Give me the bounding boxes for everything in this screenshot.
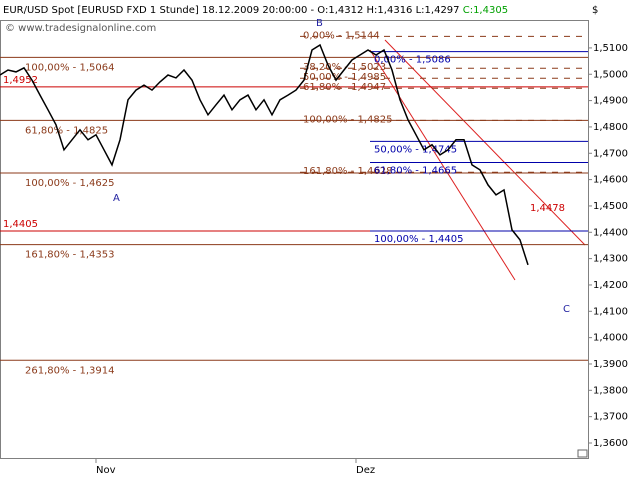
y-tick-label: 1,4900 [593,96,628,107]
annotation: 1,4478 [530,203,565,214]
x-tick-label: Nov [96,465,116,476]
price-line [0,43,529,266]
level-label: 1,4952 [3,75,38,86]
y-tick-label: 1,3700 [593,412,628,423]
level-label: 100,00% - 1,5064 [25,62,114,73]
level-label: 100,00% - 1,4405 [374,234,463,245]
channel-line [384,39,586,246]
level-label: 0,00% - 1,5144 [303,30,380,41]
level-label: 100,00% - 1,4825 [303,114,392,125]
level-label: 1,4405 [3,219,38,230]
annotation: C [563,304,570,315]
watermark: © www.tradesignalonline.com [5,23,156,34]
annotation: B [316,18,323,29]
header-text: EUR/USD Spot [EURUSD FXD 1 Stunde] 18.12… [3,5,463,16]
y-tick-label: 1,5100 [593,43,628,54]
corner-icon [577,449,588,458]
y-tick-label: 1,4100 [593,306,628,317]
x-tick-label: Dez [356,465,375,476]
level-label: 161,80% - 1,4628 [303,166,392,177]
y-tick-label: 1,4800 [593,122,628,133]
y-tick-label: 1,3900 [593,359,628,370]
level-label: 100,00% - 1,4625 [25,178,114,189]
level-label: 261,80% - 1,3914 [25,365,114,376]
y-tick-label: 1,4000 [593,333,628,344]
plot-frame [0,20,589,459]
y-tick-label: 1,4500 [593,201,628,212]
y-tick-label: 1,4400 [593,227,628,238]
level-label: 61,80% - 1,4825 [25,125,108,136]
y-axis-label: $ [592,5,598,16]
y-tick-label: 1,3800 [593,385,628,396]
y-tick-label: 1,3600 [593,438,628,449]
y-tick-label: 1,4700 [593,148,628,159]
level-label: 50,00% - 1,4745 [374,144,457,155]
level-label: 38,20% - 1,5023 [303,62,386,73]
level-label: 161,80% - 1,4353 [25,250,114,261]
annotation: A [113,193,120,204]
level-label: 61,80% - 1,4665 [374,165,457,176]
level-label: 0,00% - 1,5086 [374,55,451,66]
y-tick-label: 1,4200 [593,280,628,291]
channel-line [369,49,516,281]
y-tick-label: 1,4600 [593,175,628,186]
y-tick-label: 1,5000 [593,69,628,80]
y-tick-label: 1,4300 [593,254,628,265]
level-label: 50,00% - 1,4985 [303,72,386,83]
level-label: 61,80% - 1,4947 [303,82,386,93]
header: EUR/USD Spot [EURUSD FXD 1 Stunde] 18.12… [3,5,508,16]
header-close: C:1,4305 [463,5,508,16]
